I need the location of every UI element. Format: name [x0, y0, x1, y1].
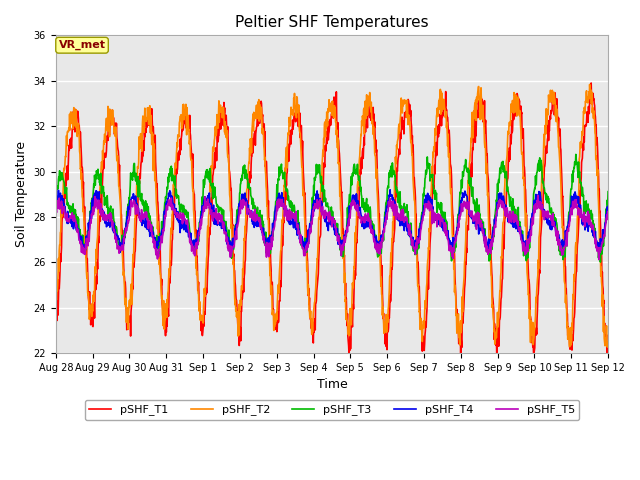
pSHF_T1	[588, 80, 595, 86]
pSHF_T1	[604, 352, 612, 358]
pSHF_T2	[490, 318, 497, 324]
Y-axis label: Soil Temperature: Soil Temperature	[15, 141, 28, 247]
pSHF_T3	[490, 234, 497, 240]
pSHF_T4	[237, 200, 244, 206]
Line: pSHF_T5: pSHF_T5	[56, 195, 608, 260]
pSHF_T3	[161, 200, 169, 205]
Line: pSHF_T2: pSHF_T2	[56, 84, 608, 347]
pSHF_T4	[491, 216, 499, 222]
pSHF_T4	[386, 187, 394, 192]
pSHF_T2	[604, 344, 611, 350]
Line: pSHF_T3: pSHF_T3	[56, 155, 608, 262]
pSHF_T2	[604, 339, 612, 345]
pSHF_T3	[604, 189, 612, 194]
pSHF_T1	[457, 353, 465, 359]
pSHF_T2	[539, 164, 547, 169]
pSHF_T5	[490, 231, 497, 237]
pSHF_T4	[419, 212, 426, 218]
pSHF_T5	[418, 222, 426, 228]
pSHF_T1	[175, 157, 182, 163]
pSHF_T3	[596, 259, 604, 265]
Line: pSHF_T1: pSHF_T1	[56, 83, 608, 356]
Title: Peltier SHF Temperatures: Peltier SHF Temperatures	[235, 15, 429, 30]
pSHF_T4	[52, 207, 60, 213]
pSHF_T4	[604, 204, 612, 209]
pSHF_T1	[418, 324, 426, 329]
X-axis label: Time: Time	[317, 378, 348, 392]
pSHF_T4	[175, 214, 183, 220]
pSHF_T3	[237, 181, 244, 187]
pSHF_T5	[161, 212, 169, 218]
pSHF_T2	[237, 297, 244, 303]
pSHF_T2	[418, 325, 426, 331]
pSHF_T2	[175, 133, 182, 139]
pSHF_T1	[237, 324, 244, 330]
pSHF_T3	[175, 193, 182, 199]
pSHF_T3	[539, 180, 547, 185]
pSHF_T5	[595, 257, 603, 263]
pSHF_T5	[539, 214, 547, 219]
pSHF_T2	[586, 82, 593, 87]
pSHF_T1	[52, 321, 60, 327]
pSHF_T1	[539, 208, 547, 214]
pSHF_T1	[161, 326, 169, 332]
pSHF_T5	[237, 211, 244, 216]
Line: pSHF_T4: pSHF_T4	[56, 190, 608, 253]
pSHF_T4	[540, 210, 547, 216]
pSHF_T5	[604, 210, 612, 216]
pSHF_T3	[572, 152, 580, 157]
pSHF_T5	[175, 215, 182, 220]
pSHF_T1	[490, 336, 498, 342]
pSHF_T4	[80, 250, 88, 256]
pSHF_T3	[418, 213, 426, 218]
Text: VR_met: VR_met	[58, 40, 106, 50]
Legend: pSHF_T1, pSHF_T2, pSHF_T3, pSHF_T4, pSHF_T5: pSHF_T1, pSHF_T2, pSHF_T3, pSHF_T4, pSHF…	[84, 400, 579, 420]
pSHF_T4	[162, 206, 170, 212]
pSHF_T2	[52, 312, 60, 317]
pSHF_T2	[161, 317, 169, 323]
pSHF_T5	[534, 192, 541, 198]
pSHF_T3	[52, 187, 60, 193]
pSHF_T5	[52, 209, 60, 215]
